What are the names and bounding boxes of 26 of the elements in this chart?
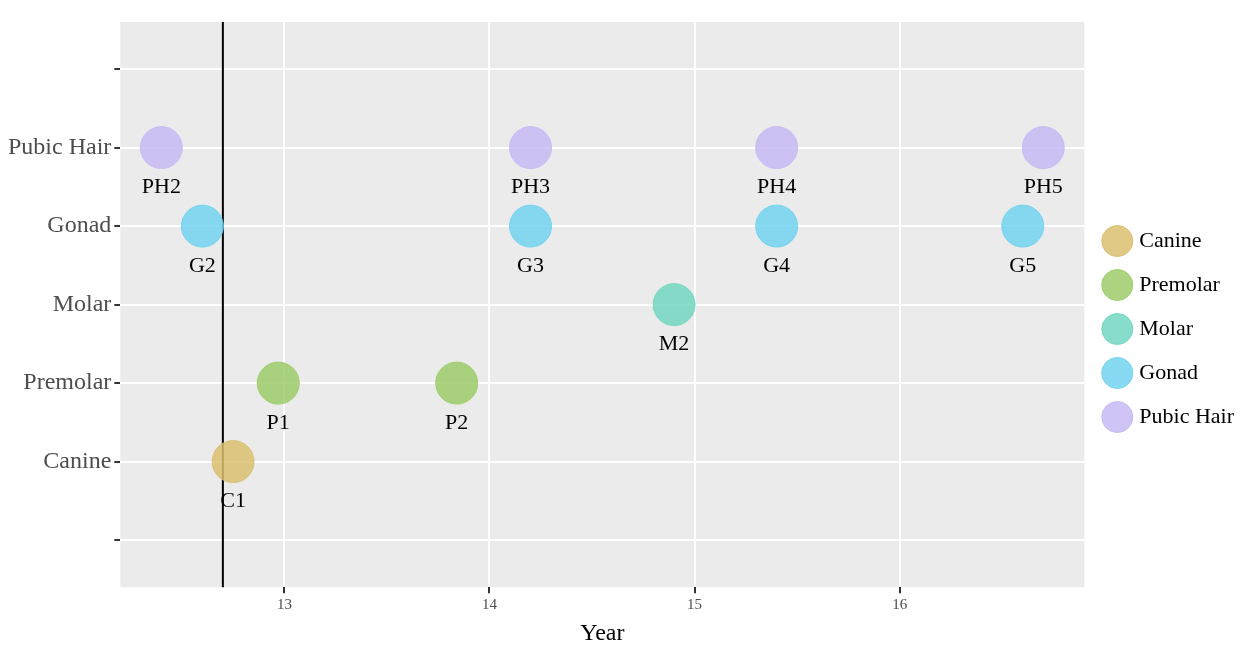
x-tick-label: 15	[687, 596, 703, 613]
legend-label: Gonad	[1139, 358, 1198, 384]
annotation: PH4	[757, 173, 797, 199]
x-tick-label: 13	[276, 596, 292, 613]
x-tick-label: 14	[482, 596, 498, 613]
x-tick-label: 16	[892, 596, 908, 613]
legend-label: Canine	[1139, 226, 1202, 252]
y-tick-label: Canine	[43, 446, 112, 473]
annotation: G3	[517, 251, 544, 277]
y-tick-label: Molar	[52, 289, 112, 316]
legend-label: Molar	[1139, 314, 1194, 340]
x-axis-title: Year	[580, 618, 625, 645]
legend-label: Pubic Hair	[1139, 402, 1235, 428]
annotation: P2	[445, 408, 469, 434]
annotation: PH5	[1023, 173, 1063, 199]
y-tick-label: Pubic Hair	[8, 132, 112, 159]
annotation: G4	[763, 251, 791, 277]
y-tick-label: Premolar	[23, 368, 112, 395]
legend-label: Premolar	[1139, 270, 1221, 296]
annotation: PH2	[141, 173, 181, 199]
annotation: PH3	[510, 173, 551, 199]
annotation: G5	[1009, 251, 1037, 277]
annotation: M2	[658, 330, 690, 356]
y-tick-label: Gonad	[47, 211, 112, 238]
annotation: P1	[266, 408, 290, 434]
annotation: G2	[188, 251, 216, 277]
